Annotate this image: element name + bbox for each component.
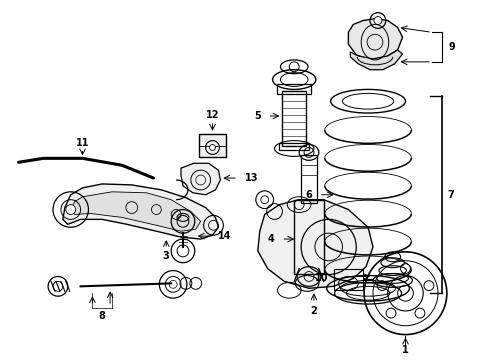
Bar (334, 269, 363, 290)
Bar (199, 134, 226, 157)
Bar (199, 134, 226, 145)
Polygon shape (181, 163, 220, 195)
Polygon shape (258, 200, 373, 288)
Text: 9: 9 (449, 42, 456, 52)
Bar (277, 85, 311, 94)
Bar (301, 156, 317, 203)
Polygon shape (348, 18, 402, 60)
Circle shape (374, 17, 382, 24)
Text: 14: 14 (219, 231, 232, 241)
Text: 11: 11 (76, 138, 89, 148)
Polygon shape (63, 184, 219, 239)
Polygon shape (350, 50, 402, 70)
Text: 13: 13 (245, 173, 259, 183)
Bar (279, 143, 309, 150)
Text: 4: 4 (268, 234, 274, 244)
Text: 1: 1 (402, 345, 409, 355)
Polygon shape (71, 192, 201, 231)
Text: 2: 2 (311, 306, 318, 316)
Text: 12: 12 (206, 110, 219, 120)
Text: 6: 6 (305, 190, 312, 200)
Text: 8: 8 (99, 311, 106, 321)
Text: 3: 3 (163, 251, 170, 261)
Bar (294, 200, 324, 274)
Text: 5: 5 (254, 111, 261, 121)
Circle shape (66, 204, 75, 215)
Circle shape (210, 145, 216, 150)
Bar (282, 91, 306, 145)
Text: 10: 10 (315, 274, 329, 283)
Circle shape (397, 285, 414, 301)
Text: 7: 7 (448, 190, 455, 200)
